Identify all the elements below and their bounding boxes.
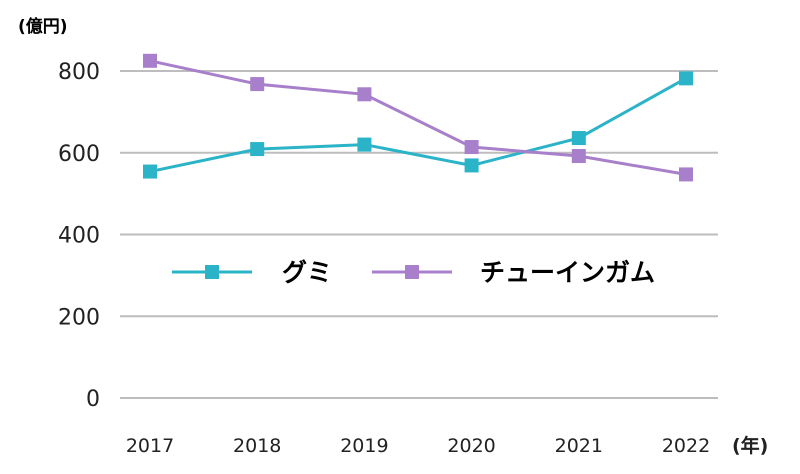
x-tick-label: 2019 xyxy=(340,435,388,457)
series-line-1 xyxy=(149,59,687,176)
x-unit-label: (年) xyxy=(732,434,768,457)
y-tick-label: 800 xyxy=(58,60,100,85)
data-point-0-5 xyxy=(679,71,693,86)
data-point-1-4 xyxy=(571,149,586,164)
data-point-1-5 xyxy=(679,167,693,182)
data-point-0-0 xyxy=(143,164,157,179)
x-tick-label: 2017 xyxy=(126,435,174,457)
data-point-1-3 xyxy=(464,140,479,155)
legend-marker-0 xyxy=(205,265,219,279)
x-tick-label: 2021 xyxy=(555,435,603,457)
data-point-0-2 xyxy=(357,137,372,152)
legend-marker-1 xyxy=(405,265,419,279)
x-tick-label: 2022 xyxy=(662,435,710,457)
series-line-0 xyxy=(149,77,687,174)
data-point-0-3 xyxy=(464,158,479,173)
x-tick-label: 2020 xyxy=(447,435,495,457)
x-tick-label: 2018 xyxy=(233,435,281,457)
legend-label-1: チューインガム xyxy=(480,258,655,287)
data-point-1-0 xyxy=(143,53,157,68)
y-tick-label: 0 xyxy=(86,387,100,412)
data-point-1-2 xyxy=(357,87,372,102)
y-unit-label: (億円) xyxy=(18,16,68,37)
data-point-0-1 xyxy=(250,142,265,157)
y-tick-label: 200 xyxy=(58,305,100,330)
y-tick-label: 400 xyxy=(58,224,100,249)
data-point-1-1 xyxy=(250,77,265,92)
legend-label-0: グミ xyxy=(282,258,332,287)
data-point-0-4 xyxy=(571,131,586,146)
y-tick-label: 600 xyxy=(58,142,100,167)
